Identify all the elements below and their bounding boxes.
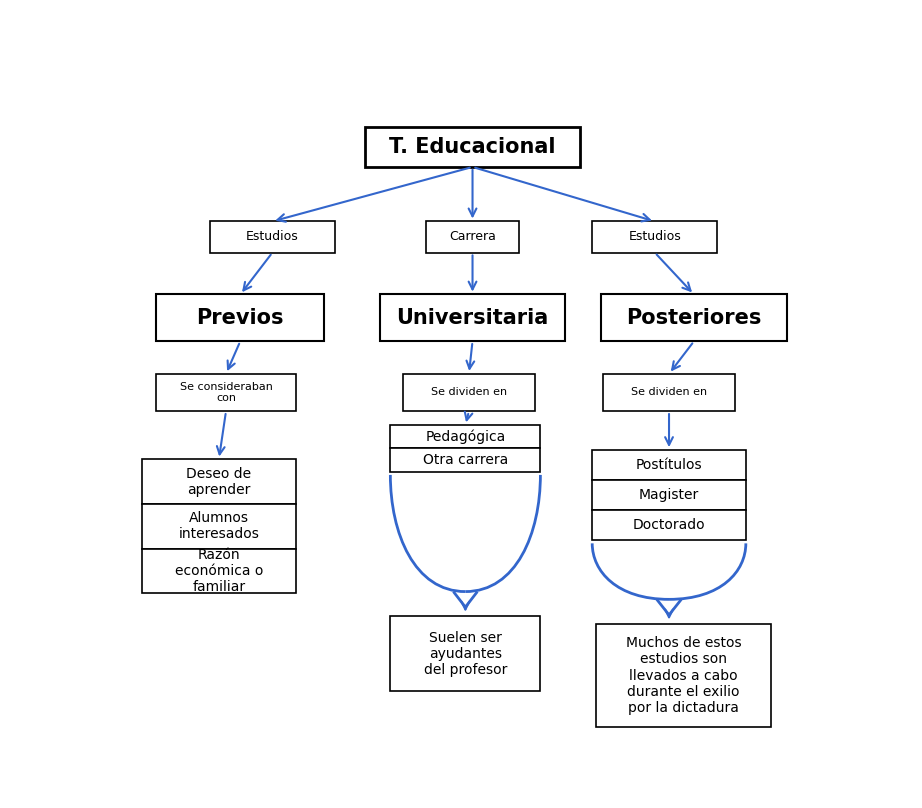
Text: Suelen ser
ayudantes
del profesor: Suelen ser ayudantes del profesor	[424, 630, 507, 677]
FancyBboxPatch shape	[142, 504, 296, 549]
FancyBboxPatch shape	[390, 448, 540, 472]
FancyBboxPatch shape	[592, 480, 746, 510]
Text: Posteriores: Posteriores	[626, 308, 762, 328]
Text: Estudios: Estudios	[246, 230, 299, 243]
Text: Muchos de estos
estudios son
llevados a cabo
durante el exilio
por la dictadura: Muchos de estos estudios son llevados a …	[625, 636, 741, 715]
FancyBboxPatch shape	[365, 127, 580, 167]
Text: Doctorado: Doctorado	[632, 518, 705, 532]
Text: Se dividen en: Se dividen en	[431, 388, 507, 398]
Text: Previos: Previos	[196, 308, 284, 328]
Text: Universitaria: Universitaria	[396, 308, 549, 328]
Text: Estudios: Estudios	[629, 230, 681, 243]
FancyBboxPatch shape	[142, 460, 296, 504]
FancyBboxPatch shape	[592, 450, 746, 480]
FancyBboxPatch shape	[380, 294, 565, 341]
Text: Otra carrera: Otra carrera	[423, 453, 508, 467]
FancyBboxPatch shape	[601, 294, 787, 341]
Text: Alumnos
interesados: Alumnos interesados	[179, 511, 259, 541]
Text: Deseo de
aprender: Deseo de aprender	[186, 466, 252, 497]
Text: Pedagógica: Pedagógica	[425, 430, 505, 444]
FancyBboxPatch shape	[603, 374, 735, 411]
Text: Magister: Magister	[639, 488, 699, 502]
FancyBboxPatch shape	[142, 549, 296, 593]
FancyBboxPatch shape	[157, 294, 325, 341]
FancyBboxPatch shape	[592, 221, 717, 252]
FancyBboxPatch shape	[390, 425, 540, 448]
Text: T. Educacional: T. Educacional	[389, 137, 556, 157]
Text: Se consideraban
con: Se consideraban con	[180, 381, 272, 403]
FancyBboxPatch shape	[390, 617, 540, 691]
Text: Se dividen en: Se dividen en	[631, 388, 707, 398]
Text: Postítulos: Postítulos	[635, 458, 703, 472]
Text: Razón
económica o
familiar: Razón económica o familiar	[174, 548, 263, 594]
Text: Carrera: Carrera	[449, 230, 496, 243]
FancyBboxPatch shape	[592, 510, 746, 541]
FancyBboxPatch shape	[210, 221, 335, 252]
FancyBboxPatch shape	[157, 374, 296, 411]
FancyBboxPatch shape	[596, 625, 771, 727]
FancyBboxPatch shape	[403, 374, 535, 411]
FancyBboxPatch shape	[426, 221, 519, 252]
